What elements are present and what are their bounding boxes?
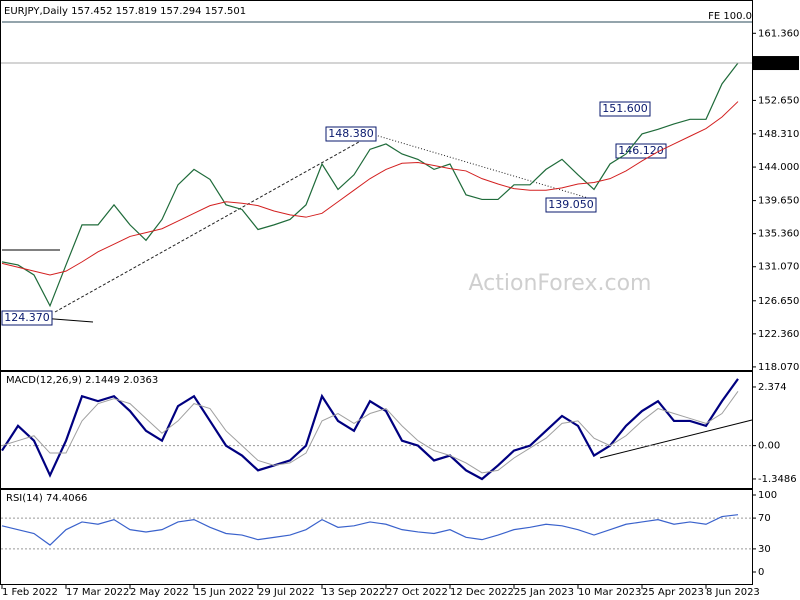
macd-panel <box>0 371 753 489</box>
x-tick-label: 25 Apr 2023 <box>642 587 704 598</box>
x-tick-label: 1 Feb 2022 <box>2 587 58 598</box>
y-tick-label: 161.360 <box>758 28 799 39</box>
trend-line <box>54 132 376 313</box>
y-tick-label: 135.360 <box>758 229 799 240</box>
x-tick-label: 29 Jul 2022 <box>258 587 315 598</box>
x-tick-label: 10 Mar 2023 <box>578 587 641 598</box>
y-tick-label: 100 <box>758 490 777 501</box>
trend-line <box>374 134 596 201</box>
chart-title: EURJPY,Daily 157.452 157.819 157.294 157… <box>4 6 246 17</box>
y-tick-label: 0.00 <box>758 441 780 452</box>
x-tick-label: 13 Sep 2022 <box>322 587 385 598</box>
annotation-box <box>599 101 651 117</box>
price-tag-label: 157.501 <box>758 58 799 69</box>
x-tick-label: 27 Oct 2022 <box>386 587 448 598</box>
annotation-box <box>325 126 377 142</box>
series-line <box>1 101 739 276</box>
y-tick-label: 30 <box>758 544 771 555</box>
x-tick-label: 12 Dec 2022 <box>450 587 514 598</box>
annotation: 124.370 <box>4 311 50 324</box>
annotation: 151.600 <box>602 102 648 115</box>
panel-title: MACD(12,26,9) 2.1449 2.0363 <box>6 375 158 386</box>
series-line <box>1 390 739 474</box>
series-line <box>1 514 739 546</box>
series-line <box>1 378 739 481</box>
x-tick-label: 17 Mar 2022 <box>66 587 129 598</box>
y-tick-label: 131.070 <box>758 262 799 273</box>
y-tick-label: 148.310 <box>758 129 799 140</box>
annotation: FE 100.0 <box>708 11 752 22</box>
y-tick-label: 0 <box>758 567 764 578</box>
y-tick-label: 118.070 <box>758 362 799 373</box>
y-tick-label: 126.650 <box>758 296 799 307</box>
price-tag <box>753 56 799 71</box>
price-panel <box>0 0 753 371</box>
y-tick-label: 152.650 <box>758 95 799 106</box>
annotations: 148.380 151.600 146.120 139.050 124.370 <box>1 101 667 326</box>
panel-title: RSI(14) 74.4066 <box>6 493 87 504</box>
y-tick-label: 70 <box>758 513 771 524</box>
rsi-panel <box>0 489 753 585</box>
y-tick-label: 144.000 <box>758 162 799 173</box>
series-line <box>1 62 739 308</box>
x-tick-label: 8 Jun 2023 <box>706 587 760 598</box>
annotation: 146.120 <box>618 144 664 157</box>
annotation: 148.380 <box>328 127 374 140</box>
annotation-box <box>1 310 53 326</box>
y-tick-label: 2.374 <box>758 382 787 393</box>
macd-trend-line <box>599 419 753 459</box>
y-tick-label: -1.3486 <box>758 474 797 485</box>
x-tick-label: 15 Jun 2022 <box>194 587 254 598</box>
y-tick-label: 122.360 <box>758 329 799 340</box>
x-tick-label: 2 May 2022 <box>130 587 189 598</box>
watermark: ActionForex.com <box>469 271 652 296</box>
annotation: 139.050 <box>548 198 594 211</box>
x-tick-label: 25 Jan 2023 <box>514 587 574 598</box>
y-tick-label: 139.650 <box>758 196 799 207</box>
annotation-box <box>545 197 597 213</box>
